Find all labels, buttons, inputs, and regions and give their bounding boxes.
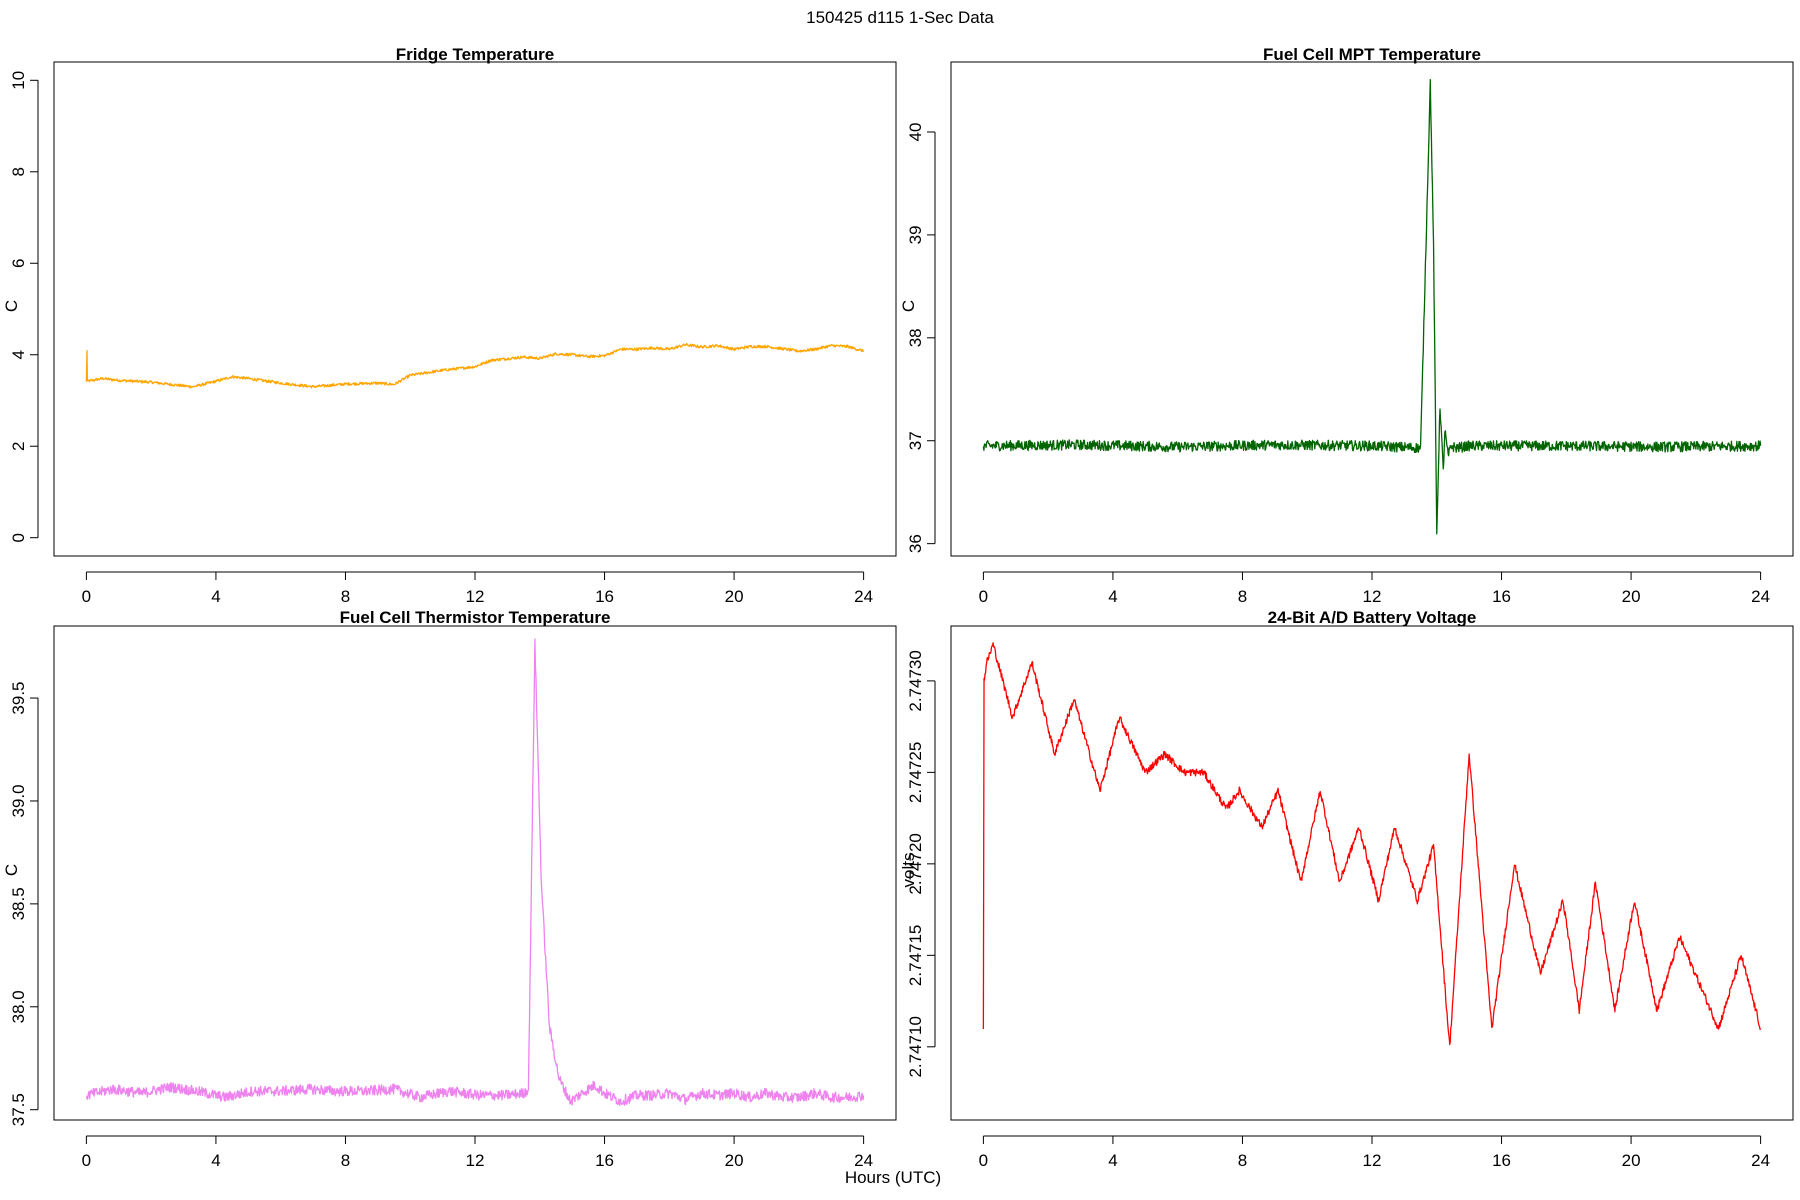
x-tick-label: 24 <box>854 1151 873 1170</box>
y-tick-label: 2.74725 <box>906 742 925 803</box>
y-tick-label: 2 <box>9 441 28 450</box>
y-tick-label: 2.74730 <box>906 650 925 711</box>
x-tick-label: 8 <box>1238 587 1247 606</box>
panel-title: Fridge Temperature <box>396 45 554 64</box>
y-axis: 0 2 4 6 8 10 <box>9 71 39 542</box>
x-tick-label: 16 <box>595 587 614 606</box>
x-tick-label: 4 <box>211 1151 220 1170</box>
y-tick-label: 0 <box>9 533 28 542</box>
figure-xlabel: Hours (UTC) <box>845 1168 941 1187</box>
y-tick-label: 38.5 <box>9 887 28 920</box>
series-line-0 <box>85 638 865 1107</box>
battery-voltage-panel: 24-Bit A/D Battery Voltage volts 0 4 8 12 16… <box>899 608 1794 1170</box>
x-tick-label: 0 <box>82 587 91 606</box>
x-tick-label: 4 <box>1108 1151 1117 1170</box>
fuel-cell-thermistor-temperature-panel: Fuel Cell Thermistor Temperature C 0 4 8 12… <box>2 608 897 1170</box>
y-tick-label: 2.74710 <box>906 1016 925 1077</box>
y-tick-label: 39.0 <box>9 784 28 817</box>
x-tick-label: 20 <box>725 1151 744 1170</box>
x-axis: 0 4 8 12 16 20 24 <box>979 571 1770 606</box>
x-tick-label: 16 <box>1492 587 1511 606</box>
x-tick-label: 24 <box>854 587 873 606</box>
x-tick-label: 0 <box>82 1151 91 1170</box>
y-axis-label: C <box>2 864 21 876</box>
x-tick-label: 12 <box>466 587 485 606</box>
y-axis: 36 37 38 39 40 <box>906 123 936 553</box>
y-tick-label: 36 <box>906 534 925 553</box>
y-tick-label: 10 <box>9 71 28 90</box>
y-axis: 37.5 38.0 38.5 39.0 39.5 <box>9 681 39 1126</box>
y-tick-label: 39.5 <box>9 681 28 714</box>
x-tick-label: 8 <box>341 1151 350 1170</box>
plot-frame <box>53 61 897 557</box>
y-tick-label: 40 <box>906 123 925 142</box>
x-tick-label: 12 <box>466 1151 485 1170</box>
y-axis-label: C <box>2 300 21 312</box>
y-tick-label: 39 <box>906 225 925 244</box>
x-tick-label: 16 <box>595 1151 614 1170</box>
y-axis: 2.74710 2.74715 2.74720 2.74725 2.74730 <box>906 650 936 1078</box>
x-tick-label: 24 <box>1751 587 1770 606</box>
x-tick-label: 0 <box>979 1151 988 1170</box>
x-tick-label: 20 <box>725 587 744 606</box>
x-tick-label: 4 <box>211 587 220 606</box>
x-tick-label: 12 <box>1363 1151 1382 1170</box>
y-tick-label: 2.74715 <box>906 925 925 986</box>
x-tick-label: 8 <box>341 587 350 606</box>
series-line-0 <box>982 642 1762 1046</box>
y-axis-label: C <box>899 300 918 312</box>
panel-title: Fuel Cell MPT Temperature <box>1263 45 1481 64</box>
plot-frame <box>53 625 897 1121</box>
y-tick-label: 8 <box>9 167 28 176</box>
y-tick-label: 38 <box>906 328 925 347</box>
x-tick-label: 16 <box>1492 1151 1511 1170</box>
y-tick-label: 37.5 <box>9 1093 28 1126</box>
x-tick-label: 0 <box>979 587 988 606</box>
x-axis: 0 4 8 12 16 20 24 <box>82 571 873 606</box>
x-axis: 0 4 8 12 16 20 24 <box>979 1135 1770 1170</box>
x-tick-label: 12 <box>1363 587 1382 606</box>
plot-frame <box>950 625 1794 1121</box>
plot-frame <box>950 61 1794 557</box>
series-line-0 <box>85 342 864 389</box>
x-tick-label: 20 <box>1622 587 1641 606</box>
y-axis-label: volts <box>899 853 918 888</box>
panel-title: 24-Bit A/D Battery Voltage <box>1268 608 1477 627</box>
y-tick-label: 2.74720 <box>906 833 925 894</box>
figure-suptitle: 150425 d115 1-Sec Data <box>806 8 994 27</box>
y-tick-label: 4 <box>9 350 28 359</box>
x-tick-label: 24 <box>1751 1151 1770 1170</box>
x-axis: 0 4 8 12 16 20 24 <box>82 1135 873 1170</box>
series-line-0 <box>982 79 1762 535</box>
x-tick-label: 20 <box>1622 1151 1641 1170</box>
panel-title: Fuel Cell Thermistor Temperature <box>340 608 611 627</box>
x-tick-label: 8 <box>1238 1151 1247 1170</box>
x-tick-label: 4 <box>1108 587 1117 606</box>
fuel-cell-mpt-temperature-panel: Fuel Cell MPT Temperature C 0 4 8 12 16 20 24 3… <box>899 45 1794 606</box>
y-tick-label: 6 <box>9 259 28 268</box>
y-tick-label: 38.0 <box>9 990 28 1023</box>
y-tick-label: 37 <box>906 431 925 450</box>
